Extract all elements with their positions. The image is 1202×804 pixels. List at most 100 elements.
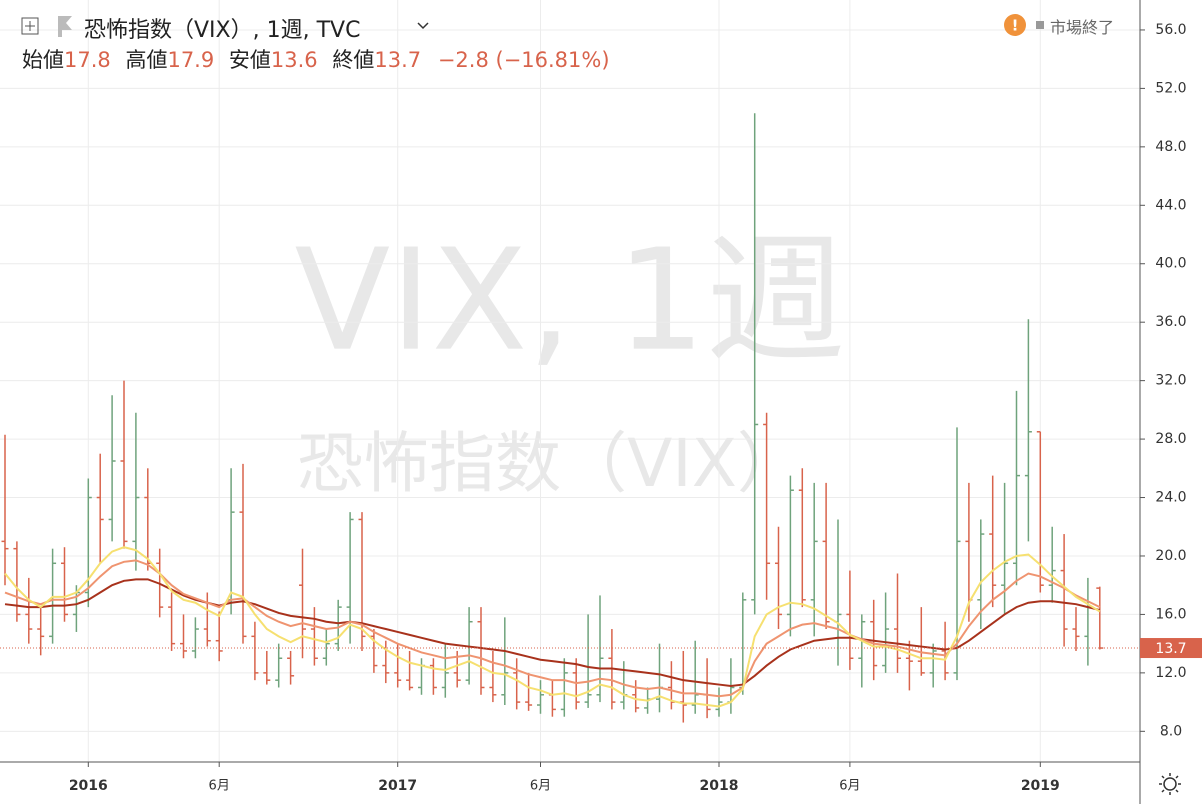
ohlc-bar: [989, 475, 997, 608]
label: 終値: [332, 48, 375, 72]
ohlc-bar: [858, 614, 866, 688]
y-tick-label: 24.0: [1155, 490, 1186, 506]
x-tick-label: 6月: [209, 779, 230, 794]
settings-icon[interactable]: [1159, 773, 1181, 795]
ohlc-bar: [394, 643, 402, 688]
watermark: 恐怖指数（VIX）: [297, 425, 803, 502]
ribbon-line: [4, 546, 1101, 708]
ohlc-bar: [1096, 586, 1104, 650]
last-price-label: 13.7: [1155, 641, 1186, 657]
ohlc-bar: [310, 607, 318, 666]
ohlc-bar: [144, 468, 152, 571]
ohlc-bar: [537, 680, 544, 714]
ohlc-bar: [215, 611, 223, 662]
x-tick-label: 2019: [1021, 778, 1060, 794]
y-tick-label: 36.0: [1155, 314, 1186, 330]
ohlc-bar: [275, 643, 283, 688]
ohlc-bar: [132, 412, 140, 571]
ohlc-bar: [263, 650, 271, 685]
ohlc-bar: [894, 573, 901, 673]
x-tick-label: 2018: [700, 778, 739, 794]
x-tick-label: 6月: [839, 779, 860, 794]
y-tick-label: 12.0: [1155, 665, 1186, 681]
ohlc-bar: [168, 592, 176, 651]
ohlc-bar: [418, 658, 425, 695]
ohlc-header: 始値17.8 高値17.9 安値13.6 終値13.7 −2.8 (−16.81…: [22, 44, 610, 74]
change: −2.8: [437, 48, 489, 72]
ohlc-bar: [501, 617, 509, 706]
ohlc-bar: [560, 658, 568, 717]
svg-text:!: !: [1012, 17, 1019, 35]
market-status: 市場終了: [1050, 18, 1115, 37]
ohlc-bar: [1084, 577, 1092, 666]
ohlc-bar: [525, 672, 533, 711]
ohlc-bar: [1001, 482, 1009, 615]
value: 17.9: [167, 48, 215, 72]
x-tick-label: 2017: [378, 778, 417, 794]
ohlc-bar: [679, 650, 687, 723]
ohlc-bar: [548, 680, 556, 717]
y-tick-label: 28.0: [1155, 431, 1186, 447]
ohlc-bar: [929, 643, 937, 688]
value: 13.6: [270, 48, 318, 72]
ohlc-bar: [882, 592, 890, 673]
label: 安値: [228, 48, 271, 72]
ohlc-bar: [84, 478, 92, 608]
ohlc-bar: [798, 468, 806, 608]
value: 13.7: [374, 48, 422, 72]
y-tick-label: 32.0: [1155, 373, 1186, 389]
ohlc-bar: [429, 658, 437, 695]
header-icons[interactable]: !: [21, 14, 1044, 37]
ohlc-bar: [703, 658, 711, 719]
ohlc-bar: [941, 621, 949, 681]
y-tick-label: 8.0: [1160, 723, 1182, 739]
ohlc-bar: [251, 621, 259, 681]
ohlc-bar: [120, 380, 128, 549]
ohlc-bar: [108, 395, 116, 542]
ohlc-bar: [299, 548, 306, 659]
last-price-box: [1140, 638, 1202, 659]
ohlc-bar: [1024, 319, 1032, 542]
ohlc-bar: [1060, 534, 1068, 647]
ohlc-bar: [751, 113, 759, 615]
y-tick-label: 16.0: [1155, 606, 1186, 622]
ohlc-bar: [763, 412, 771, 600]
ohlc-bar: [1048, 526, 1056, 603]
ohlc-bar: [25, 577, 33, 644]
ohlc-bar: [810, 482, 818, 637]
grid: [0, 0, 1140, 762]
change-pct: (−16.81%): [495, 48, 610, 72]
axes: 8.0 12.0 16.0 20.0 24.0 28.0 32.0 36.0 40.0 44.0 4…: [69, 22, 1202, 794]
ohlc-bar: [61, 547, 68, 622]
ribbon-line: [4, 578, 1101, 688]
ohlc-bar: [489, 650, 497, 703]
ohlc-bar: [691, 640, 699, 714]
ohlc-bar: [656, 643, 663, 713]
ribbon-line: [4, 559, 1101, 698]
y-tick-label: 52.0: [1155, 80, 1186, 96]
y-tick-label: 48.0: [1155, 139, 1186, 155]
ohlc-bar: [822, 482, 830, 630]
ohlc-bar: [322, 629, 330, 666]
y-tick-label: 56.0: [1155, 22, 1186, 38]
ohlc-bar: [715, 687, 723, 717]
ohlc-bar: [775, 526, 782, 630]
ohlc-bar: [382, 640, 390, 684]
label: 高値: [125, 48, 168, 72]
ohlc-bar: [834, 519, 842, 666]
ohlc-bar: [358, 512, 366, 651]
ohlc-bar: [370, 629, 378, 673]
ohlc-bar: [1013, 390, 1020, 586]
ohlc-bar: [203, 592, 211, 647]
ohlc-bar: [632, 680, 640, 713]
ohlc-bar: [1, 434, 9, 586]
ohlc-bar: [239, 463, 247, 644]
ohlc-bar: [786, 475, 794, 637]
ohlc-bar: [180, 614, 187, 659]
x-tick-label: 6月: [530, 779, 551, 794]
ohlc-bar: [584, 614, 592, 708]
y-tick-label: 40.0: [1155, 256, 1186, 272]
y-tick-label: 20.0: [1155, 548, 1186, 564]
